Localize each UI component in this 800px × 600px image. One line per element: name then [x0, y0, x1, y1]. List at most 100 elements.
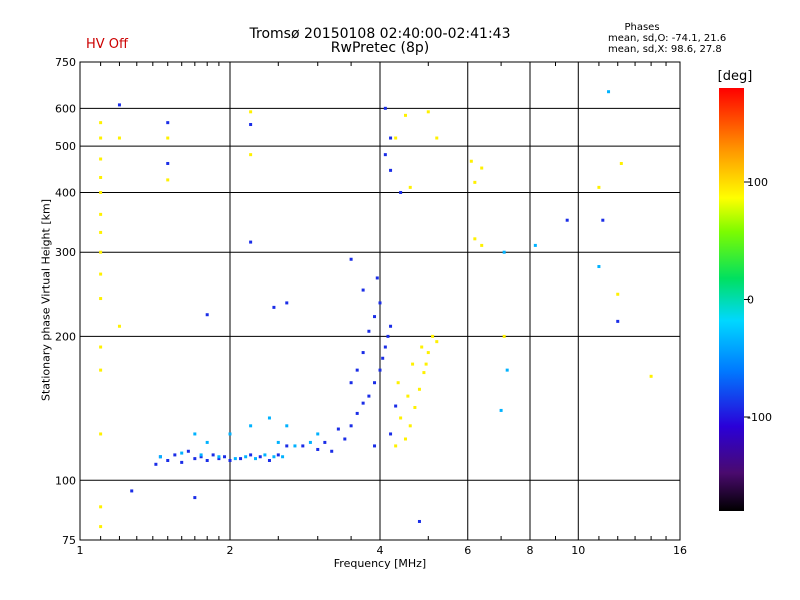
data-point: [180, 451, 184, 455]
data-point: [249, 424, 253, 428]
data-point: [285, 444, 289, 448]
data-point: [130, 489, 134, 493]
data-point: [349, 381, 353, 385]
colorbar: [719, 88, 744, 511]
data-point: [424, 362, 428, 366]
data-point: [99, 525, 103, 529]
data-point: [378, 301, 382, 305]
data-point: [258, 455, 262, 459]
data-point: [276, 453, 280, 457]
x-tick-label: 2: [227, 544, 234, 557]
data-point: [99, 368, 103, 372]
data-point: [394, 136, 398, 140]
data-point: [99, 175, 103, 179]
data-point: [343, 437, 347, 441]
data-point: [223, 455, 227, 459]
data-point: [406, 394, 410, 398]
data-point: [99, 505, 103, 509]
data-point: [373, 444, 377, 448]
hv-status-label: HV Off: [86, 37, 128, 52]
y-tick-label: 100: [55, 474, 76, 487]
data-point: [502, 334, 506, 338]
data-point: [597, 185, 601, 189]
data-point: [616, 319, 620, 323]
y-tick-label: 750: [55, 56, 76, 69]
data-point: [249, 153, 253, 157]
data-point: [301, 444, 305, 448]
data-point: [502, 250, 506, 254]
data-point: [166, 161, 170, 165]
data-point: [249, 240, 253, 244]
data-point: [375, 276, 379, 280]
data-point: [117, 103, 121, 107]
data-point: [281, 455, 285, 459]
colorbar-tick-label: 100: [747, 176, 768, 189]
data-point: [205, 313, 209, 317]
x-tick-label: 10: [571, 544, 585, 557]
data-point: [361, 351, 365, 355]
data-point: [316, 447, 320, 451]
data-point: [389, 432, 393, 436]
data-point: [435, 340, 439, 344]
data-point: [199, 455, 203, 459]
data-point: [186, 449, 190, 453]
x-tick-label: 1: [77, 544, 84, 557]
data-point: [316, 432, 320, 436]
data-point: [411, 362, 415, 366]
data-point: [389, 324, 393, 328]
data-point: [228, 458, 232, 462]
phases-row-o: mean, sd,O: -74.1, 21.6: [608, 33, 727, 44]
data-point: [276, 440, 280, 444]
data-point: [408, 424, 412, 428]
colorbar-label: [deg]: [717, 69, 753, 84]
data-point: [480, 243, 484, 247]
data-point: [399, 190, 403, 194]
y-tick-label: 300: [55, 246, 76, 259]
data-point: [417, 519, 421, 523]
data-point: [233, 457, 237, 461]
data-point: [166, 458, 170, 462]
data-point: [619, 161, 623, 165]
data-point: [99, 157, 103, 161]
x-axis-label: Frequency [MHz]: [333, 557, 427, 570]
data-point: [601, 218, 605, 222]
data-point: [383, 345, 387, 349]
data-point: [473, 237, 477, 241]
x-tick-label: 8: [527, 544, 534, 557]
phases-title: Phases: [624, 22, 660, 33]
data-point: [308, 440, 312, 444]
data-point: [267, 458, 271, 462]
data-point: [173, 453, 177, 457]
data-point: [239, 457, 243, 461]
data-point: [408, 185, 412, 189]
data-point: [166, 178, 170, 182]
y-tick-label: 600: [55, 102, 76, 115]
data-point: [330, 449, 334, 453]
data-point: [426, 110, 430, 114]
data-point: [473, 180, 477, 184]
y-tick-label: 400: [55, 186, 76, 199]
data-point: [166, 121, 170, 125]
chart-subtitle: RwPretec (8p): [330, 40, 430, 56]
data-point: [154, 462, 158, 466]
data-point: [205, 440, 209, 444]
chart-title: Tromsø 20150108 02:40:00-02:41:43: [249, 26, 511, 42]
data-point: [367, 329, 371, 333]
data-point: [378, 368, 382, 372]
data-point: [99, 121, 103, 125]
data-point: [180, 460, 184, 464]
y-tick-label: 75: [62, 534, 76, 547]
data-point: [361, 288, 365, 292]
data-point: [431, 334, 435, 338]
data-point: [285, 301, 289, 305]
data-point: [417, 387, 421, 391]
data-point: [565, 218, 569, 222]
data-point: [649, 374, 653, 378]
data-point: [413, 405, 417, 409]
y-tick-label: 200: [55, 330, 76, 343]
data-point: [199, 453, 203, 457]
data-point: [193, 457, 197, 461]
data-point: [373, 315, 377, 319]
data-point: [193, 432, 197, 436]
data-point: [383, 153, 387, 157]
